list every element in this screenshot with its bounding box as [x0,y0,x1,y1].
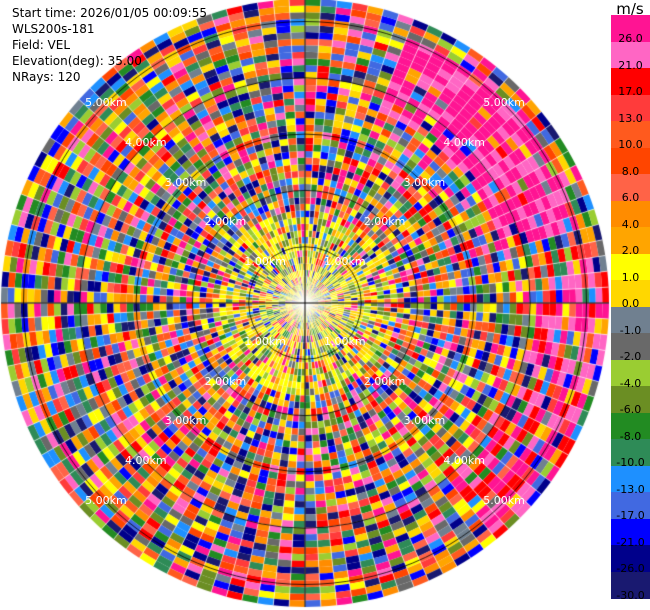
colorbar-tick-label: -10.0 [616,456,645,470]
colorbar-segment [611,94,650,122]
colorbar-segment [611,253,650,281]
colorbar-tick-label: -26.0 [616,562,645,576]
colorbar-unit: m/s [616,0,644,18]
range-ring-label: 2.00km [204,374,247,388]
range-ring-label: 4.00km [443,135,485,149]
station-label: WLS200s-181 [12,22,95,36]
colorbar-segment [611,200,650,228]
colorbar-tick-label: 17.0 [618,85,643,99]
range-ring-label: 5.00km [85,95,127,109]
colorbar-tick-label: -30.0 [616,588,645,602]
colorbar-segment [611,147,650,175]
elevation-label: Elevation(deg): 35.00 [12,54,142,68]
colorbar-segment [611,306,650,334]
colorbar-tick-label: 26.0 [618,32,643,46]
colorbar-segment [611,333,650,361]
colorbar-tick-label: 1.0 [621,270,640,284]
colorbar-tick-label: -2.0 [619,350,642,364]
colorbar-segment [611,15,650,43]
colorbar-tick-label: 4.0 [621,217,640,231]
colorbar-tick-label: -13.0 [616,482,645,496]
colorbar-segment [611,545,650,573]
colorbar-tick-label: 21.0 [618,58,643,72]
range-ring-label: 3.00km [164,175,207,189]
colorbar-tick-label: 6.0 [621,191,640,205]
colorbar-segment [611,359,650,387]
colorbar-tick-label: 10.0 [618,138,643,152]
range-ring-label: 3.00km [164,414,207,428]
range-ring-label: 4.00km [124,454,167,468]
colorbar-tick-label: 8.0 [621,164,640,178]
range-ring-label: 1.00km [324,255,366,269]
colorbar-tick-label: -8.0 [619,429,642,443]
colorbar-segment [611,386,650,414]
range-ring-label: 4.00km [443,454,485,468]
colorbar-segment [611,492,650,520]
colorbar-segment [611,439,650,467]
colorbar-segment [611,41,650,69]
nrays-label: NRays: 120 [12,70,81,84]
colorbar-tick-label: -4.0 [619,376,642,390]
range-ring-label: 2.00km [363,215,406,229]
colorbar-segment [611,518,650,546]
colorbar-segment [611,121,650,149]
range-ring-label: 1.00km [324,334,366,348]
range-ring-label: 4.00km [124,135,167,149]
range-ring-label: 5.00km [483,494,525,508]
start-time-label: Start time: 2026/01/05 00:09:55 [12,6,207,20]
colorbar-tick-label: -6.0 [619,403,642,417]
colorbar-segment [611,465,650,493]
colorbar-segment [611,174,650,202]
range-ring-label: 2.00km [204,215,247,229]
colorbar-tick-label: 0.0 [621,297,640,311]
colorbar-segment [611,571,650,599]
colorbar-segment [611,280,650,308]
colorbar-tick-label: -17.0 [616,509,645,523]
range-ring-label: 2.00km [363,374,406,388]
colorbar-segment [611,68,650,96]
colorbar-tick-label: 2.0 [621,244,640,258]
range-ring-label: 1.00km [244,255,286,269]
colorbar-tick-label: -21.0 [616,535,645,549]
colorbar-segment [611,227,650,255]
range-ring-label: 5.00km [85,494,127,508]
colorbar-segment [611,412,650,440]
colorbar-tick-label: 13.0 [618,111,643,125]
range-ring-label: 3.00km [403,414,446,428]
range-ring-label: 1.00km [244,334,286,348]
colorbar-tick-label: -1.0 [619,323,642,337]
range-ring-label: 5.00km [483,95,525,109]
field-label: Field: VEL [12,38,71,52]
range-ring-label: 3.00km [403,175,446,189]
